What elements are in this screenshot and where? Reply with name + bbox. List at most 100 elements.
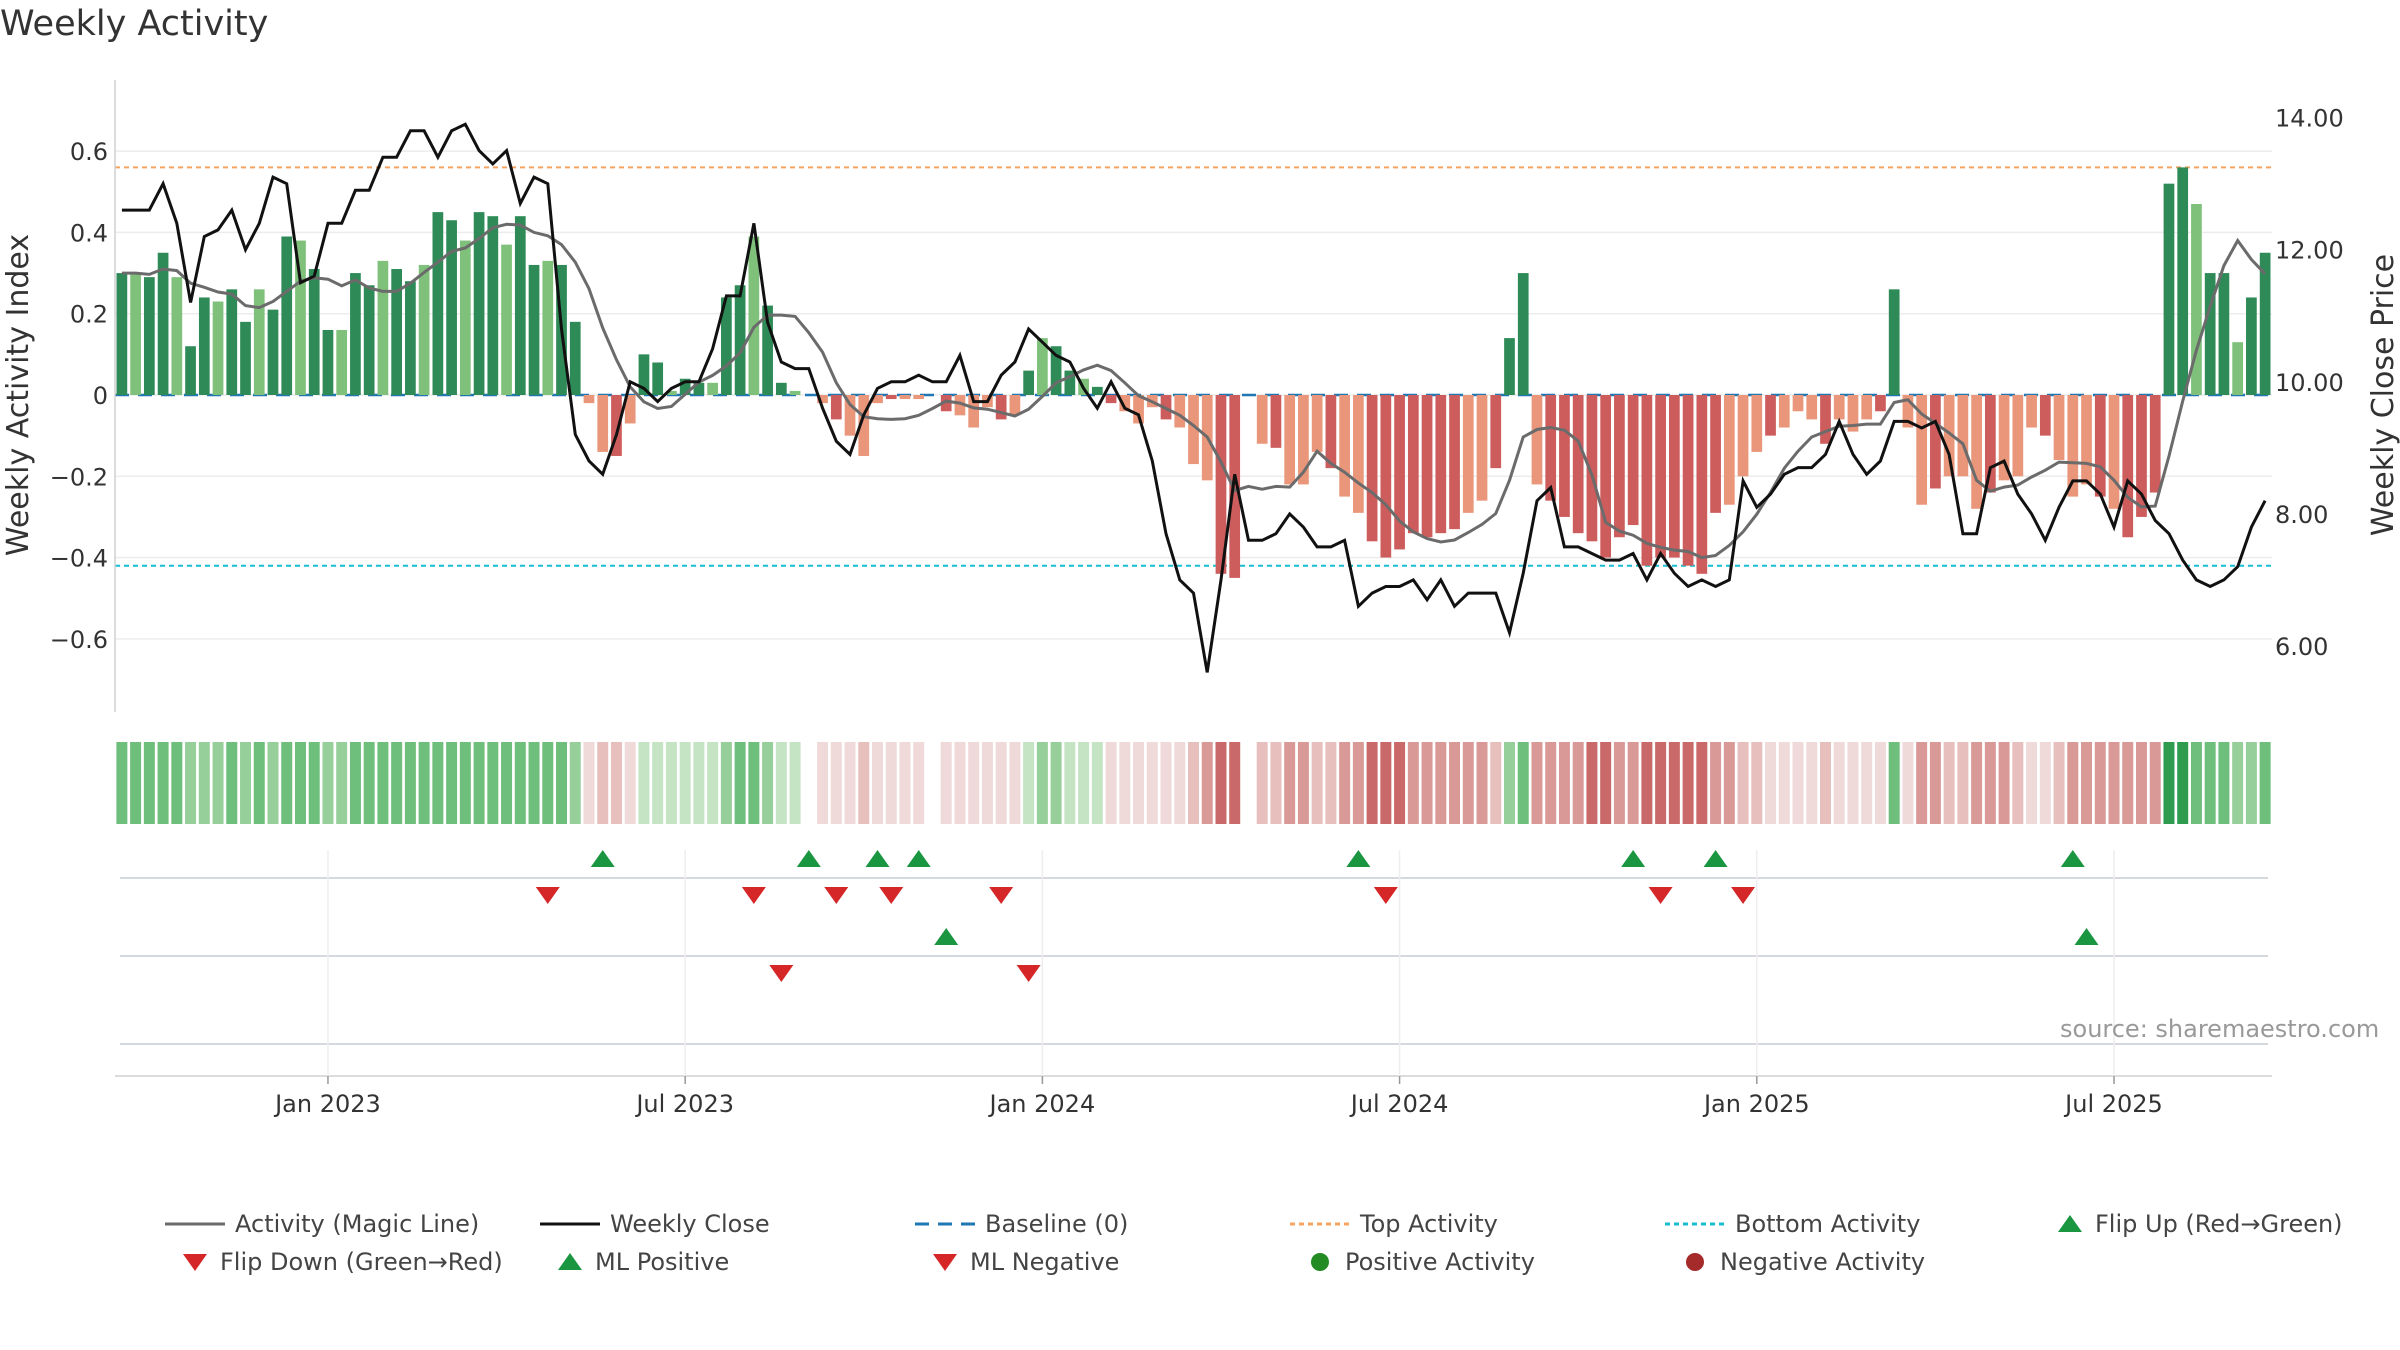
activity-strip-cell: [1929, 742, 1941, 824]
activity-bar: [638, 354, 650, 395]
legend-label: ML Negative: [970, 1248, 1120, 1276]
activity-strip-cell: [294, 742, 306, 824]
activity-bar: [1270, 395, 1282, 448]
top-activity-swatch: [1290, 1222, 1350, 1226]
activity-strip-cell: [679, 742, 691, 824]
activity-bar: [1504, 338, 1515, 395]
y-tick-label: 0.6: [70, 138, 108, 166]
activity-bar: [377, 260, 389, 395]
activity-strip-cell: [583, 742, 595, 824]
activity-strip-cell: [610, 742, 622, 824]
activity-bar: [2108, 395, 2120, 509]
activity-bar: [1875, 395, 1886, 412]
activity-bar: [473, 212, 485, 395]
baseline-swatch: [915, 1222, 975, 1226]
flip-up-marker: [1703, 850, 1728, 867]
activity-bar: [1256, 395, 1268, 444]
activity-strip-cell: [556, 742, 568, 824]
flip-down-marker: [535, 887, 560, 904]
activity-strip-cell: [652, 742, 664, 824]
activity-bar: [2177, 167, 2189, 395]
legend-top-activity: Top Activity: [1290, 1210, 1498, 1238]
activity-bar: [968, 395, 980, 428]
activity-strip-cell: [1558, 742, 1570, 824]
activity-bar: [1847, 395, 1859, 432]
activity-bar: [762, 305, 773, 395]
activity-strip-cell: [597, 742, 609, 824]
activity-strip-cell: [349, 742, 361, 824]
activity-bar: [1669, 395, 1680, 558]
activity-strip-cell: [1627, 742, 1639, 824]
activity-bar: [1435, 395, 1447, 534]
y-axis-label: Weekly Activity Index: [1, 234, 36, 556]
activity-bar: [1229, 395, 1241, 578]
y-tick-label: −0.2: [50, 463, 108, 491]
activity-bar: [528, 264, 540, 395]
activity-bar: [2039, 395, 2051, 436]
activity-bar: [2067, 395, 2079, 497]
activity-bar: [1037, 338, 1048, 395]
activity-bar: [1902, 395, 1914, 428]
activity-bar: [1298, 395, 1309, 485]
flip-down-marker: [1373, 887, 1398, 904]
legend-negative-activity: Negative Activity: [1680, 1248, 1925, 1276]
activity-bar: [295, 240, 306, 395]
activity-bar: [1339, 395, 1350, 497]
activity-strip-cell: [1998, 742, 2010, 824]
activity-strip-cell: [858, 742, 870, 824]
activity-bar: [1751, 395, 1763, 452]
activity-bar: [666, 390, 677, 395]
activity-strip-cell: [1600, 742, 1612, 824]
activity-strip-cell: [2149, 742, 2161, 824]
activity-bar: [1792, 395, 1804, 412]
activity-bar: [1600, 395, 1612, 558]
activity-strip-cell: [1311, 742, 1323, 824]
activity-strip-cell: [1174, 742, 1186, 824]
flip-down-marker: [879, 887, 904, 904]
activity-bar: [995, 395, 1007, 420]
legend-label: Positive Activity: [1345, 1248, 1535, 1276]
flip-down-marker: [741, 887, 766, 904]
activity-strip-cell: [487, 742, 499, 824]
activity-strip-cell: [1256, 742, 1268, 824]
flip-up-marker: [1621, 850, 1646, 867]
activity-bar: [1188, 395, 1199, 465]
activity-bar: [1490, 395, 1502, 469]
activity-bar: [2012, 395, 2024, 477]
y-tick-label: 0.4: [70, 219, 108, 247]
activity-strip-cell: [1380, 742, 1392, 824]
activity-strip-cell: [2232, 742, 2244, 824]
activity-strip-cell: [1641, 742, 1653, 824]
activity-bar: [1311, 395, 1323, 452]
activity-strip-cell: [830, 742, 842, 824]
activity-strip-cell: [1517, 742, 1529, 824]
axes: 0.6 0.4 0.2 0 −0.2 −0.4 −0.6 14.00 12.00 10.00 8.0…: [50, 80, 2344, 712]
activity-strip-cell: [872, 742, 884, 824]
activity-bar: [1091, 386, 1103, 395]
legend-label: Top Activity: [1360, 1210, 1498, 1238]
activity-bar: [1984, 395, 1996, 493]
activity-bar: [1023, 370, 1034, 395]
ml-negative-marker: [769, 965, 794, 982]
activity-strip-cell: [363, 742, 375, 824]
y-tick-label: −0.4: [50, 545, 108, 573]
activity-bar: [1531, 395, 1543, 485]
activity-strip-cell: [1009, 742, 1021, 824]
activity-strip-cell: [528, 742, 540, 824]
activity-strip-cell: [514, 742, 526, 824]
activity-bar: [514, 216, 526, 395]
activity-bar: [1559, 395, 1570, 517]
activity-strip-cell: [2039, 742, 2051, 824]
activity-bar: [1765, 395, 1776, 436]
activity-strip-cell: [2067, 742, 2079, 824]
activity-bar: [1064, 370, 1076, 395]
activity-bar: [1861, 395, 1873, 420]
activity-bar: [1916, 395, 1928, 505]
activity-strip-cell: [1957, 742, 1969, 824]
activity-strip-cell: [1394, 742, 1406, 824]
weekly-close-line: [121, 122, 2267, 673]
flip-down-marker: [1648, 887, 1673, 904]
activity-bar: [2094, 395, 2106, 497]
ml-negative-icon: [933, 1254, 957, 1271]
activity-strip-cell: [1943, 742, 1955, 824]
